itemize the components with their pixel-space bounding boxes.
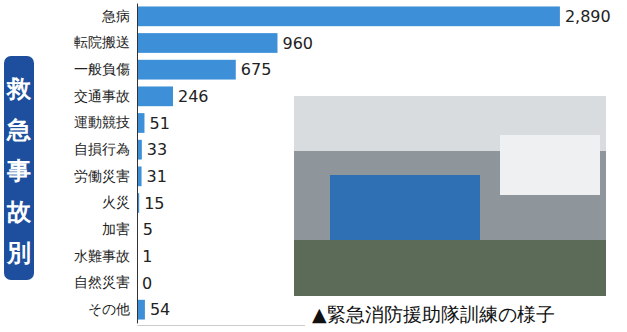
tick-label: その他 — [88, 301, 130, 317]
caption: ▲緊急消防援助隊訓練の様子 — [312, 303, 555, 325]
tick: 労働災害 — [74, 168, 130, 184]
caption-background — [305, 300, 617, 328]
title-background — [4, 56, 34, 280]
tick-label: 転院搬送 — [74, 34, 130, 50]
bars — [137, 6, 560, 319]
tick: 自損行為 — [74, 141, 130, 157]
tick-label: 加害 — [102, 221, 130, 237]
tick: 急病 — [101, 8, 130, 24]
tick-label: 自然災害 — [74, 274, 130, 290]
tick: 転院搬送 — [74, 34, 130, 50]
data-label: 960 — [282, 34, 313, 53]
y-axis: 急病転院搬送一般負傷交通事故運動競技自損行為労働災害火災加害水難事故自然災害その… — [74, 4, 138, 324]
bar — [137, 300, 145, 320]
annotations: ▲緊急消防援助隊訓練の様子 — [305, 300, 617, 328]
data-label: 31 — [147, 167, 167, 186]
chart: 救急事故別 急病転院搬送一般負傷交通事故運動競技自損行為労働災害火災加害水難事故自… — [0, 0, 627, 332]
bar — [137, 113, 144, 133]
tick-label: 急病 — [101, 8, 130, 24]
tick: 一般負傷 — [74, 61, 130, 77]
axis-line — [137, 4, 138, 324]
tick: 自然災害 — [74, 274, 130, 290]
data-labels: 2,8909606752465133311551054 — [142, 7, 611, 319]
bar — [137, 86, 173, 106]
tick-label: 労働災害 — [74, 168, 130, 184]
bar — [137, 33, 277, 53]
photo-figures — [330, 175, 480, 240]
tick: 火災 — [102, 194, 130, 210]
tick: その他 — [88, 301, 130, 317]
tick: 加害 — [102, 221, 130, 237]
data-label: 1 — [142, 247, 152, 266]
tick-label: 一般負傷 — [74, 61, 130, 77]
photo — [294, 96, 606, 296]
title-box: 救急事故別 — [4, 56, 34, 280]
tick-label: 運動競技 — [74, 114, 130, 130]
title: 救急事故別 — [5, 75, 32, 268]
bar — [137, 60, 236, 80]
photo-frame — [294, 96, 606, 296]
data-label: 675 — [241, 60, 272, 79]
tick-label: 火災 — [102, 194, 130, 210]
data-label: 246 — [178, 87, 209, 106]
tick: 水難事故 — [74, 248, 130, 264]
data-label: 51 — [149, 114, 169, 133]
bar — [137, 6, 560, 26]
data-label: 54 — [150, 300, 170, 319]
data-label: 2,890 — [565, 7, 611, 26]
data-label: 0 — [142, 274, 152, 293]
tick: 運動競技 — [74, 114, 130, 130]
tick-label: 交通事故 — [74, 88, 130, 104]
tick: 交通事故 — [74, 88, 130, 104]
photo-vehicle — [500, 135, 600, 195]
data-label: 15 — [144, 194, 164, 213]
tick-label: 水難事故 — [74, 248, 130, 264]
tick-label: 自損行為 — [74, 141, 130, 157]
data-label: 5 — [143, 220, 153, 239]
data-label: 33 — [147, 140, 167, 159]
photo-ground — [294, 240, 606, 296]
